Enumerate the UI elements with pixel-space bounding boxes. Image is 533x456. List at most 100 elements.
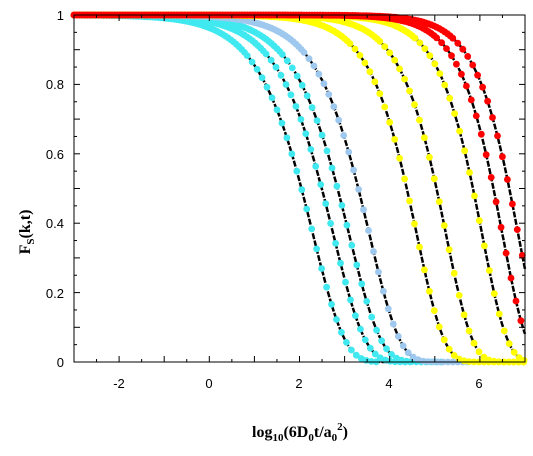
- data-point: [343, 339, 350, 346]
- data-point: [376, 90, 384, 97]
- data-point: [517, 317, 525, 325]
- data-point: [312, 163, 320, 170]
- data-point: [389, 320, 397, 328]
- data-point: [489, 114, 496, 121]
- data-point: [376, 38, 384, 45]
- data-point: [355, 186, 362, 193]
- data-point: [469, 61, 477, 69]
- data-point: [426, 287, 433, 295]
- data-point: [391, 56, 399, 64]
- data-point: [518, 252, 526, 259]
- y-tick-label: 0.2: [46, 286, 64, 301]
- data-point: [440, 222, 448, 229]
- data-point: [366, 68, 374, 76]
- data-point: [455, 292, 463, 299]
- data-point: [325, 91, 333, 98]
- data-point: [454, 39, 462, 47]
- y-tick-label: 0: [57, 355, 64, 370]
- data-point: [373, 326, 380, 334]
- data-point: [307, 146, 315, 153]
- data-point: [458, 70, 465, 78]
- data-point: [421, 266, 428, 274]
- data-point: [386, 118, 394, 126]
- data-point: [293, 167, 301, 175]
- data-point: [342, 278, 349, 286]
- data-point: [443, 45, 450, 52]
- data-point: [436, 70, 444, 77]
- data-point: [449, 34, 457, 42]
- data-point: [333, 316, 340, 323]
- data-point: [308, 104, 316, 111]
- y-tick-label: 1: [57, 8, 64, 23]
- data-point: [318, 131, 326, 139]
- y-tick-label: 0.4: [46, 216, 64, 231]
- data-point: [416, 116, 423, 124]
- data-point: [283, 57, 291, 65]
- data-point: [346, 40, 354, 47]
- axis-ticks: [73, 14, 526, 363]
- data-point: [512, 297, 520, 305]
- data-point: [328, 301, 335, 308]
- data-point: [300, 49, 308, 56]
- data-point: [248, 58, 256, 66]
- data-point: [396, 154, 403, 162]
- data-point: [476, 217, 483, 225]
- data-point: [308, 225, 316, 233]
- data-point: [253, 65, 261, 73]
- data-point: [360, 206, 367, 214]
- data-point: [361, 336, 369, 344]
- data-point: [386, 49, 394, 57]
- data-point: [515, 354, 523, 361]
- data-point: [347, 296, 354, 304]
- data-point: [375, 268, 382, 276]
- data-point: [305, 55, 313, 63]
- data-point: [381, 103, 389, 111]
- data-point: [357, 325, 364, 333]
- data-point: [466, 169, 473, 176]
- data-point: [380, 287, 387, 295]
- data-point: [340, 132, 348, 139]
- data-point: [365, 227, 372, 234]
- data-point: [366, 344, 374, 352]
- data-point: [401, 175, 408, 183]
- data-point: [403, 357, 410, 365]
- data-point: [500, 327, 508, 335]
- data-point: [464, 53, 472, 60]
- data-point: [507, 274, 515, 282]
- data-point: [467, 96, 475, 104]
- data-point: [505, 340, 513, 347]
- data-point: [421, 45, 429, 53]
- data-point: [282, 81, 290, 88]
- x-tick-label: 2: [295, 376, 302, 391]
- data-point: [288, 150, 296, 158]
- data-point: [490, 357, 498, 365]
- data-point: [338, 202, 346, 209]
- data-point: [475, 348, 483, 356]
- data-point: [313, 117, 321, 124]
- data-point: [451, 110, 458, 117]
- data-point: [338, 328, 345, 336]
- data-point: [293, 72, 301, 80]
- data-point: [435, 198, 443, 206]
- data-point: [243, 52, 251, 59]
- data-point: [438, 39, 445, 47]
- data-point: [495, 310, 503, 318]
- data-point: [509, 200, 516, 208]
- data-point: [263, 83, 271, 91]
- data-point: [453, 60, 460, 68]
- data-point: [323, 283, 330, 291]
- data-point: [279, 51, 286, 58]
- data-point: [472, 112, 480, 120]
- data-point: [391, 136, 399, 143]
- data-point: [401, 75, 408, 83]
- data-point: [502, 249, 510, 257]
- y-tick-label: 0.6: [46, 147, 64, 162]
- data-point: [320, 80, 328, 88]
- data-point: [486, 267, 493, 274]
- data-point: [510, 348, 518, 356]
- x-tick-label: 0: [205, 376, 212, 391]
- y-tick-label: 0.8: [46, 77, 64, 92]
- data-point: [367, 358, 375, 365]
- data-point: [513, 226, 521, 234]
- data-point: [487, 174, 495, 181]
